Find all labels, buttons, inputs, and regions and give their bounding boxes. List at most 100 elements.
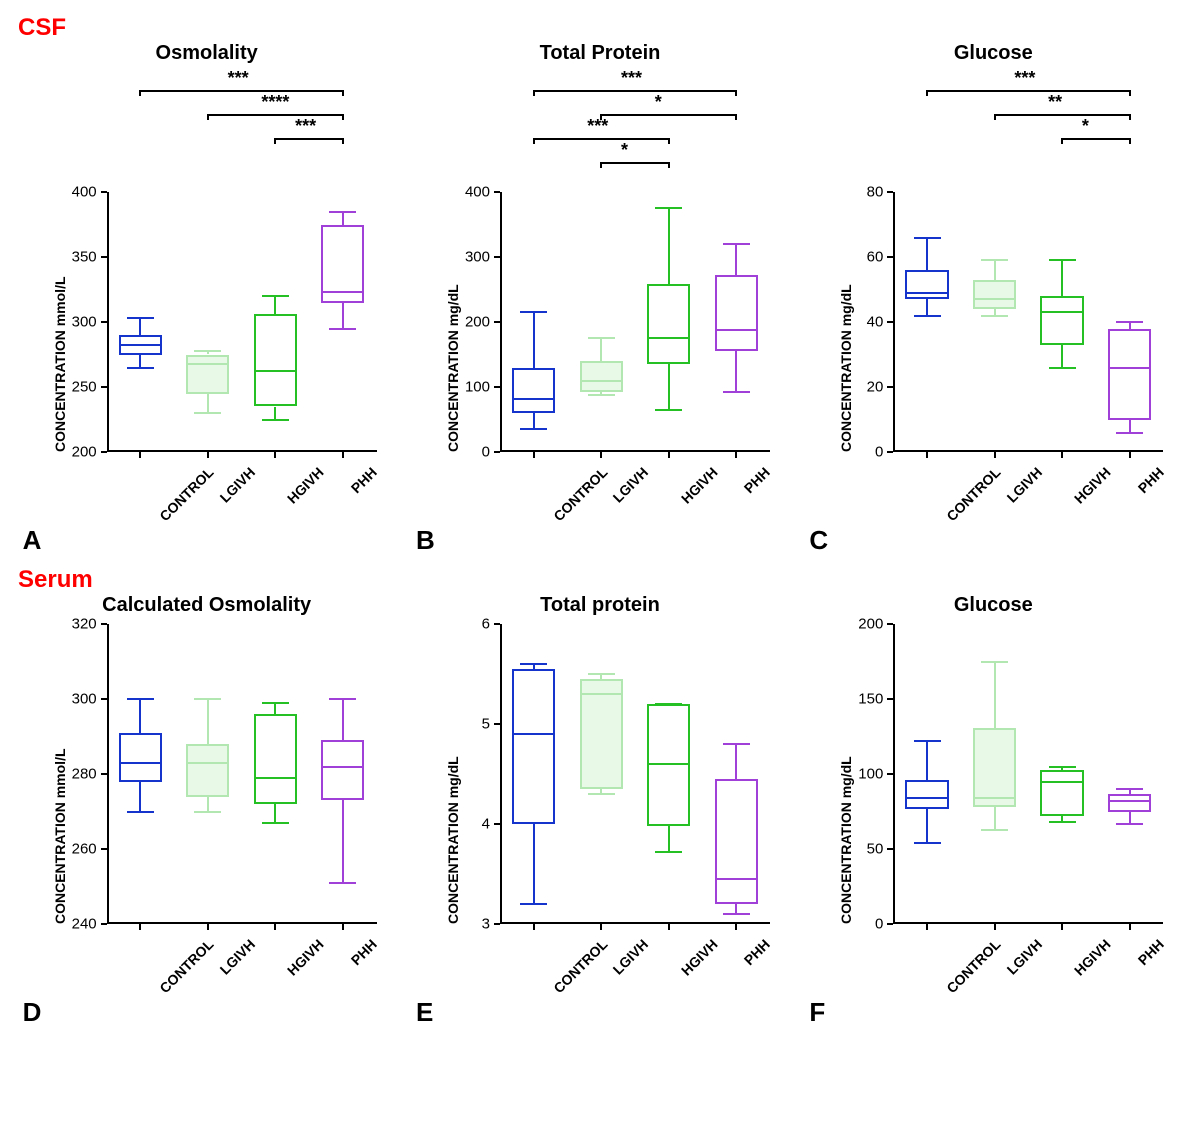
sig-bar: * <box>893 120 1163 144</box>
sig-bar: * <box>500 144 770 168</box>
ytick-label: 200 <box>858 616 883 633</box>
ytick-label: 200 <box>465 314 490 331</box>
xtick-label: CONTROL <box>943 936 1003 996</box>
sig-label: *** <box>621 68 642 89</box>
sig-bar: * <box>500 96 770 120</box>
xtick-label: PHH <box>348 464 380 496</box>
plot-area: 020406080CONCENTRATION mg/dLCONTROLLGIVH… <box>893 192 1163 452</box>
xtick-label: HGIVH <box>1071 936 1114 979</box>
sig-bar: *** <box>107 72 377 96</box>
xtick-label: HGIVH <box>678 936 721 979</box>
panel-D: Calculated Osmolality 240260280300320CONC… <box>17 594 397 1034</box>
boxplot-box <box>973 280 1016 309</box>
ytick-label: 0 <box>875 916 883 933</box>
xtick-label: HGIVH <box>284 936 327 979</box>
boxplot-box <box>905 270 948 299</box>
xtick-label: PHH <box>1134 464 1166 496</box>
xtick-label: HGIVH <box>1071 464 1114 507</box>
xtick-label: CONTROL <box>157 464 217 524</box>
xtick-label: PHH <box>348 936 380 968</box>
ytick-label: 320 <box>72 616 97 633</box>
ytick-label: 100 <box>465 379 490 396</box>
ytick-label: 350 <box>72 249 97 266</box>
panel-letter: A <box>23 525 42 556</box>
csf-label: CSF <box>18 14 1190 42</box>
sig-label: ** <box>1048 92 1062 113</box>
xtick-label: CONTROL <box>943 464 1003 524</box>
sig-label: **** <box>261 92 289 113</box>
ytick-label: 400 <box>465 184 490 201</box>
xtick-label: PHH <box>741 936 773 968</box>
panel-letter: E <box>416 997 433 1028</box>
ytick-label: 20 <box>867 379 884 396</box>
boxplot-box <box>512 368 555 414</box>
ytick-label: 240 <box>72 916 97 933</box>
panel-F: Glucose050100150200CONCENTRATION mg/dLCO… <box>803 594 1183 1034</box>
boxplot-box <box>973 728 1016 808</box>
ytick-label: 260 <box>72 841 97 858</box>
ytick-label: 80 <box>867 184 884 201</box>
panel-letter: F <box>809 997 825 1028</box>
sig-label: * <box>655 92 662 113</box>
sig-bar: ** <box>893 96 1163 120</box>
xtick-label: LGIVH <box>610 464 652 506</box>
panel-letter: C <box>809 525 828 556</box>
boxplot-box <box>1040 770 1083 817</box>
ytick-label: 5 <box>482 716 490 733</box>
sig-bar: **** <box>107 96 377 120</box>
sig-label: *** <box>1014 68 1035 89</box>
ytick-label: 3 <box>482 916 490 933</box>
plot-area: 0100200300400CONCENTRATION mg/dLCONTROLL… <box>500 192 770 452</box>
sig-bar: *** <box>500 120 770 144</box>
panel-title: Total Protein <box>410 42 790 65</box>
sig-label: * <box>1082 116 1089 137</box>
plot-area: 200250300350400CONCENTRATION mmol/LCONTR… <box>107 192 377 452</box>
plot-area: 240260280300320CONCENTRATION mmol/LCONTR… <box>107 624 377 924</box>
xtick-label: CONTROL <box>550 464 610 524</box>
ytick-label: 300 <box>465 249 490 266</box>
ytick-label: 0 <box>482 444 490 461</box>
xtick-label: HGIVH <box>678 464 721 507</box>
boxplot-box <box>580 361 623 392</box>
significance-stack: ****** <box>893 72 1163 144</box>
boxplot-box <box>647 704 690 826</box>
xtick-label: HGIVH <box>284 464 327 507</box>
sig-bar: *** <box>107 120 377 144</box>
panel-title: Calculated Osmolality <box>17 594 397 617</box>
y-axis-label: CONCENTRATION mg/dL <box>838 756 854 924</box>
boxplot-box <box>254 314 297 406</box>
ytick-label: 40 <box>867 314 884 331</box>
xtick-label: LGIVH <box>610 936 652 978</box>
significance-stack: ******** <box>500 72 770 168</box>
boxplot-box <box>647 284 690 364</box>
ytick-label: 100 <box>858 766 883 783</box>
boxplot-box <box>1108 794 1151 812</box>
xtick-label: LGIVH <box>216 936 258 978</box>
ytick-label: 4 <box>482 816 490 833</box>
boxplot-box <box>119 733 162 782</box>
panel-title: Glucose <box>803 594 1183 617</box>
boxplot-box <box>254 714 297 804</box>
significance-stack: ********** <box>107 72 377 144</box>
y-axis-label: CONCENTRATION mmol/L <box>52 276 68 452</box>
y-axis-label: CONCENTRATION mg/dL <box>838 284 854 452</box>
plot-area: 3456CONCENTRATION mg/dLCONTROLLGIVHHGIVH… <box>500 624 770 924</box>
panel-B: Total Protein********0100200300400CONCEN… <box>410 42 790 562</box>
xtick-label: PHH <box>1134 936 1166 968</box>
y-axis-label: CONCENTRATION mg/dL <box>445 756 461 924</box>
boxplot-box <box>186 744 229 797</box>
ytick-label: 50 <box>867 841 884 858</box>
sig-label: *** <box>587 116 608 137</box>
figure: CSF Osmolality**********200250300350400C… <box>10 14 1190 1034</box>
boxplot-box <box>580 679 623 789</box>
sig-bar: *** <box>893 72 1163 96</box>
y-axis-label: CONCENTRATION mmol/L <box>52 748 68 924</box>
ytick-label: 400 <box>72 184 97 201</box>
xtick-label: PHH <box>741 464 773 496</box>
ytick-label: 300 <box>72 314 97 331</box>
ytick-label: 200 <box>72 444 97 461</box>
sig-label: *** <box>295 116 316 137</box>
panel-letter: B <box>416 525 435 556</box>
xtick-label: LGIVH <box>216 464 258 506</box>
xtick-label: LGIVH <box>1003 464 1045 506</box>
